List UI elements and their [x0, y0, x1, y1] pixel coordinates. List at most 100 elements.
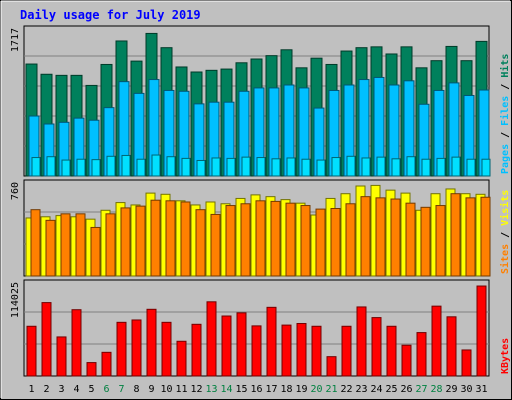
bar-pages-day-26	[406, 156, 416, 177]
bar-kbytes-day-19	[296, 323, 307, 377]
bar-sites-day-30	[465, 197, 476, 277]
x-tick-label-15: 15	[235, 384, 247, 395]
bar-kbytes-day-20	[311, 325, 322, 377]
x-tick-label-6: 6	[103, 384, 109, 395]
chart-title: Daily usage for July 2019	[20, 8, 201, 22]
x-tick-label-18: 18	[280, 384, 292, 395]
legend-entry: Sites	[499, 244, 511, 274]
x-tick-label-10: 10	[160, 384, 172, 395]
x-tick-label-13: 13	[205, 384, 217, 395]
x-tick-label-5: 5	[88, 384, 94, 395]
x-tick-label-14: 14	[220, 384, 232, 395]
bar-sites-day-13	[210, 213, 221, 277]
bar-pages-day-24	[376, 156, 386, 177]
bar-sites-day-19	[300, 205, 311, 277]
bar-pages-day-8	[136, 158, 146, 177]
bar-sites-day-2	[45, 219, 56, 277]
bar-sites-day-9	[150, 199, 161, 277]
bar-pages-day-11	[181, 157, 191, 177]
bar-kbytes-day-6	[101, 351, 112, 377]
bar-pages-day-31	[481, 158, 491, 177]
bar-sites-day-27	[420, 206, 431, 277]
bar-pages-day-20	[316, 159, 326, 177]
x-tick-label-21: 21	[325, 384, 337, 395]
x-tick-label-4: 4	[73, 384, 79, 395]
bar-kbytes-day-17	[266, 306, 277, 377]
x-tick-label-17: 17	[265, 384, 277, 395]
x-tick-label-27: 27	[415, 384, 427, 395]
bar-pages-day-23	[361, 157, 371, 177]
bar-kbytes-day-25	[386, 325, 397, 377]
legend-text: Pages / Files / Hits	[499, 54, 511, 174]
bar-kbytes-day-10	[161, 321, 172, 377]
legend-text: KBytes	[500, 338, 511, 374]
bar-kbytes-day-15	[236, 312, 247, 377]
panel-hits-files-pages: 1717 Pages / Files / Hits	[10, 25, 511, 177]
bar-sites-day-17	[270, 200, 281, 277]
bar-kbytes-day-2	[41, 302, 52, 377]
panel-kbytes: 114025 KBytes	[10, 279, 511, 377]
bar-pages-day-17	[271, 158, 281, 177]
legend-entry: Files	[499, 96, 511, 126]
bar-pages-day-28	[436, 157, 446, 177]
x-tick-label-12: 12	[190, 384, 202, 395]
bar-pages-day-4	[76, 158, 86, 177]
x-tick-label-2: 2	[43, 384, 49, 395]
bar-sites-day-24	[375, 197, 386, 277]
x-tick-label-31: 31	[475, 384, 487, 395]
bar-sites-day-22	[345, 203, 356, 277]
bar-sites-day-21	[330, 208, 341, 277]
x-tick-label-29: 29	[445, 384, 457, 395]
x-tick-label-8: 8	[133, 384, 139, 395]
bar-pages-day-30	[466, 158, 476, 177]
bar-kbytes-day-31	[476, 285, 487, 377]
chart-panels: 1717 Pages / Files / Hits 760 Sites / Visit…	[10, 25, 511, 377]
legend-separator: /	[500, 78, 511, 96]
x-tick-label-7: 7	[118, 384, 124, 395]
bar-sites-day-3	[60, 213, 71, 277]
bar-pages-day-1	[31, 157, 41, 177]
x-tick-label-11: 11	[175, 384, 187, 395]
bar-sites-day-4	[75, 213, 86, 277]
bar-sites-day-6	[105, 213, 116, 277]
bar-sites-day-23	[360, 196, 371, 277]
bar-sites-day-12	[195, 209, 206, 277]
y-max-label: 1717	[10, 28, 21, 52]
bar-pages-day-14	[226, 157, 236, 177]
bar-kbytes-day-14	[221, 315, 232, 377]
bar-pages-day-9	[151, 154, 161, 177]
x-tick-label-19: 19	[295, 384, 307, 395]
bar-sites-day-11	[180, 201, 191, 277]
bar-sites-day-29	[450, 193, 461, 277]
x-tick-label-3: 3	[58, 384, 64, 395]
bar-sites-day-20	[315, 208, 326, 277]
bar-sites-day-7	[120, 207, 131, 277]
bar-sites-day-10	[165, 200, 176, 277]
bar-kbytes-day-12	[191, 323, 202, 377]
bar-kbytes-day-3	[56, 336, 67, 377]
bar-kbytes-day-29	[446, 316, 457, 377]
bar-kbytes-day-23	[356, 306, 367, 377]
bar-pages-day-29	[451, 156, 461, 177]
bar-sites-day-26	[405, 202, 416, 277]
x-tick-label-30: 30	[460, 384, 472, 395]
bar-kbytes-day-11	[176, 340, 187, 377]
bar-kbytes-day-28	[431, 305, 442, 377]
x-tick-label-23: 23	[355, 384, 367, 395]
legend-hits-files-pages: Pages / Files / Hits	[499, 54, 511, 174]
bar-pages-day-21	[331, 157, 341, 177]
bar-pages-day-12	[196, 159, 206, 177]
legend-entry: KBytes	[500, 338, 511, 374]
bar-kbytes-day-7	[116, 321, 127, 377]
bar-pages-day-25	[391, 158, 401, 177]
bar-kbytes-day-8	[131, 319, 142, 377]
legend-visits-sites: Sites / Visits	[499, 190, 511, 274]
bar-kbytes-day-24	[371, 317, 382, 377]
bar-kbytes-day-27	[416, 332, 427, 377]
legend-separator: /	[500, 226, 511, 244]
legend-kbytes: KBytes	[500, 338, 511, 374]
bar-pages-day-7	[121, 154, 131, 177]
x-tick-label-22: 22	[340, 384, 352, 395]
x-tick-label-28: 28	[430, 384, 442, 395]
